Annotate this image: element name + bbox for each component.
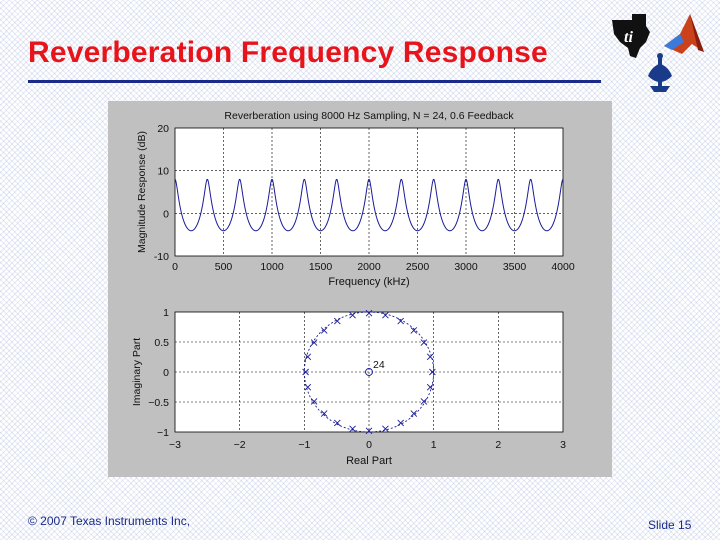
pole-marker xyxy=(426,383,434,391)
texas-instruments-logo: ti xyxy=(612,14,650,58)
pole-marker xyxy=(382,311,389,319)
pole-marker xyxy=(410,410,418,417)
pole-marker xyxy=(302,368,309,376)
pole-marker xyxy=(310,398,318,405)
pole-marker xyxy=(320,410,328,417)
pole-zero-x-tick-label: 2 xyxy=(495,439,501,451)
pole-marker xyxy=(426,353,434,361)
pole-marker xyxy=(349,425,356,433)
magnitude-x-tick-label: 2000 xyxy=(357,261,381,273)
pole-zero-plot: 24 −3 −2 −1 0 1 2 3 −1 −0.5 0 0.5 1 Real Part Imagi… xyxy=(131,307,566,467)
copyright-text: © 2007 Texas Instruments Inc, xyxy=(28,514,191,528)
magnitude-x-tick-label: 500 xyxy=(215,261,233,273)
magnitude-y-axis-label: Magnitude Response (dB) xyxy=(136,131,148,253)
pole-zero-y-tick-label: −1 xyxy=(157,427,169,439)
matlab-figure: 0 500 1000 1500 2000 2500 3000 3500 4000 -10 0 10 20… xyxy=(108,101,612,477)
magnitude-chart-title: Reverberation using 8000 Hz Sampling, N … xyxy=(224,110,514,122)
pole-marker xyxy=(310,339,318,346)
pole-zero-x-tick-label: 3 xyxy=(560,439,566,451)
pole-zero-y-tick-label: 1 xyxy=(163,307,169,319)
pole-zero-x-axis-label: Real Part xyxy=(346,455,392,467)
magnitude-y-tick-label: 0 xyxy=(163,208,169,220)
magnitude-plot: 0 500 1000 1500 2000 2500 3000 3500 4000-1001020… xyxy=(136,110,575,288)
magnitude-x-tick-label: 1500 xyxy=(309,261,333,273)
pole-marker xyxy=(333,419,341,427)
pole-zero-x-tick-label: −2 xyxy=(234,439,246,451)
magnitude-x-tick-label: 3500 xyxy=(503,261,527,273)
magnitude-y-tick-label: 10 xyxy=(157,166,169,178)
svg-text:ti: ti xyxy=(624,29,633,46)
slide-number: 15 xyxy=(678,518,692,532)
zeros xyxy=(365,368,373,376)
zero-marker xyxy=(365,368,373,376)
pole-marker xyxy=(365,309,373,317)
pole-marker xyxy=(349,311,356,319)
pole-marker xyxy=(397,419,405,427)
magnitude-x-tick-label: 2500 xyxy=(406,261,430,273)
poles xyxy=(302,309,436,435)
magnitude-x-tick-label: 4000 xyxy=(551,261,575,273)
pole-zero-x-tick-label: 1 xyxy=(431,439,437,451)
pole-marker xyxy=(365,427,373,435)
magnitude-x-axis-label: Frequency (kHz) xyxy=(328,276,409,288)
magnitude-y-tick-label: 20 xyxy=(157,123,169,135)
pole-zero-y-tick-label: −0.5 xyxy=(148,397,169,409)
slide-number-area: Slide 15 xyxy=(648,518,691,532)
title-underline xyxy=(28,80,601,83)
pole-marker xyxy=(333,317,341,325)
pole-zero-y-axis-label: Imaginary Part xyxy=(131,338,143,406)
magnitude-x-tick-label: 1000 xyxy=(260,261,284,273)
pole-zero-x-tick-label: −3 xyxy=(169,439,181,451)
pole-zero-y-tick-label: 0 xyxy=(163,367,169,379)
magnitude-series-line xyxy=(174,178,564,232)
pole-marker xyxy=(397,317,405,325)
magnitude-y-tick-label: -10 xyxy=(154,251,169,263)
pole-marker xyxy=(420,398,428,405)
pole-marker xyxy=(420,339,428,346)
pole-zero-y-tick-label: 0.5 xyxy=(154,337,169,349)
pole-marker xyxy=(429,368,436,376)
slide-label: Slide xyxy=(648,518,675,532)
slide-title: Reverberation Frequency Response xyxy=(28,36,548,69)
pole-zero-tick-labels: −3 −2 −1 0 1 2 3 −1 −0.5 0 0.5 1 xyxy=(148,307,566,451)
magnitude-x-tick-label: 0 xyxy=(172,261,178,273)
pole-marker xyxy=(320,327,328,334)
zero-multiplicity-label: 24 xyxy=(373,359,385,371)
pole-zero-x-tick-label: −1 xyxy=(298,439,310,451)
pole-marker xyxy=(382,425,389,433)
tel-aviv-university-emblem xyxy=(648,53,672,92)
pole-marker xyxy=(410,327,418,334)
logo-group: ti xyxy=(606,12,716,96)
matlab-logo xyxy=(664,14,704,54)
pole-marker xyxy=(304,383,312,391)
pole-zero-grid xyxy=(175,312,563,432)
magnitude-grid xyxy=(175,128,563,256)
pole-zero-x-tick-label: 0 xyxy=(366,439,372,451)
pole-marker xyxy=(304,353,312,361)
magnitude-x-tick-label: 3000 xyxy=(454,261,478,273)
